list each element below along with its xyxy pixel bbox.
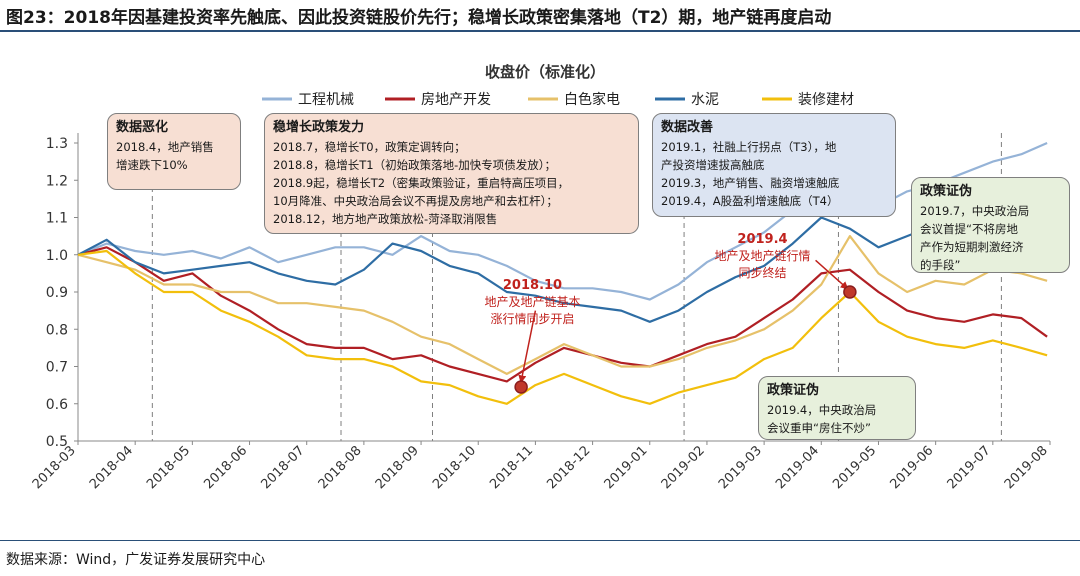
annotation-line: 涨行情同步开启 bbox=[490, 312, 575, 326]
box-data-deteriorate: 数据恶化 2018.4，地产销售 增速跌下10% bbox=[107, 113, 241, 190]
y-tick-label: 1.1 bbox=[46, 211, 68, 227]
box-title: 稳增长政策发力 bbox=[273, 120, 365, 135]
x-tick-label: 2019-04 bbox=[773, 443, 822, 492]
annotation-line: 同步终结 bbox=[738, 266, 787, 280]
y-tick-label: 0.6 bbox=[46, 397, 68, 413]
chart-legend: 工程机械 房地产开发 白色家电 水泥 装修建材 bbox=[262, 91, 854, 108]
box-line: 会议重申“房住不炒” bbox=[767, 421, 871, 435]
box-title: 政策证伪 bbox=[767, 383, 820, 398]
annotation-date: 2018.10 bbox=[502, 278, 563, 293]
box-line: 增速跌下10% bbox=[116, 158, 188, 172]
x-tick-label: 2019-03 bbox=[716, 443, 765, 492]
box-line: 会议首提“不将房地 bbox=[920, 222, 1018, 236]
legend-label: 白色家电 bbox=[564, 91, 620, 108]
box-policy-proof-july: 政策证伪 2019.7，中央政治局 会议首提“不将房地 产作为短期刺激经济 的手段” bbox=[911, 177, 1070, 273]
x-tick-label: 2018-04 bbox=[87, 443, 136, 492]
arrow-layer bbox=[518, 259, 849, 384]
x-tick-label: 2018-12 bbox=[544, 443, 593, 492]
box-line: 2018.7，稳增长T0，政策定调转向； bbox=[273, 140, 466, 154]
x-tick-label: 2018-03 bbox=[30, 443, 79, 492]
box-policy-proof-april: 政策证伪 2019.4，中央政治局 会议重申“房住不炒” bbox=[758, 376, 916, 440]
legend-label: 工程机械 bbox=[298, 92, 354, 108]
bottom-rule bbox=[0, 540, 1080, 541]
annotation-line: 地产及地产链行情 bbox=[714, 249, 811, 263]
y-tick-label: 0.9 bbox=[46, 285, 68, 301]
marker-layer bbox=[514, 285, 857, 394]
x-tick-label: 2018-06 bbox=[201, 443, 250, 492]
annotation-line: 地产及地产链基本 bbox=[484, 295, 581, 309]
y-tick-label: 1.0 bbox=[46, 248, 68, 264]
event-marker bbox=[514, 380, 528, 394]
x-tick-label: 2018-05 bbox=[144, 443, 193, 492]
annotation-date: 2019.4 bbox=[737, 232, 788, 247]
annotation-apr-2019: 2019.4 地产及地产链行情 同步终结 bbox=[690, 231, 835, 282]
y-tick-label: 1.2 bbox=[46, 173, 68, 189]
box-line: 产作为短期刺激经济 bbox=[920, 240, 1024, 254]
box-line: 2019.7，中央政治局 bbox=[920, 204, 1030, 218]
x-tick-label: 2019-08 bbox=[1002, 443, 1051, 492]
figure-title: 图23：2018年因基建投资率先触底、因此投资链股价先行；稳增长政策密集落地（T… bbox=[6, 8, 832, 28]
x-tick-label: 2018-09 bbox=[373, 443, 422, 492]
y-tick-label: 0.8 bbox=[46, 322, 68, 338]
x-tick-label: 2018-08 bbox=[316, 443, 365, 492]
annotation-oct-2018: 2018.10 地产及地产链基本 涨行情同步开启 bbox=[460, 277, 605, 328]
box-title: 数据改善 bbox=[661, 120, 714, 135]
box-line: 2019.4，中央政治局 bbox=[767, 403, 877, 417]
series-line bbox=[77, 235, 1048, 375]
annotation-arrow bbox=[518, 310, 537, 384]
box-line: 10月降准、中央政治局会议不再提及房地产和去杠杆）； bbox=[273, 194, 558, 208]
annotation-arrow bbox=[815, 259, 849, 290]
y-tick-label: 0.5 bbox=[46, 434, 68, 450]
chart-title: 收盘价（标准化） bbox=[485, 63, 605, 81]
box-title: 政策证伪 bbox=[920, 184, 973, 199]
series-line bbox=[77, 216, 1048, 323]
box-line: 产投资增速拔高触底 bbox=[661, 158, 765, 172]
box-line: 的手段” bbox=[920, 258, 961, 272]
legend-label: 房地产开发 bbox=[421, 92, 491, 108]
box-line: 2019.3，地产销售、融资增速触底 bbox=[661, 176, 840, 190]
x-tick-label: 2018-07 bbox=[259, 443, 308, 492]
y-tick-label: 1.3 bbox=[46, 136, 68, 152]
event-marker bbox=[843, 285, 857, 299]
x-tick-label: 2019-07 bbox=[945, 443, 994, 492]
box-line: 2018.4，地产销售 bbox=[116, 140, 214, 154]
x-tick-label: 2019-01 bbox=[602, 443, 651, 492]
box-line: 2019.1，社融上行拐点（T3），地 bbox=[661, 140, 837, 154]
x-tick-label: 2018-11 bbox=[487, 443, 536, 492]
series-line bbox=[77, 246, 1048, 383]
box-line: 2019.4，A股盈利增速触底（T4） bbox=[661, 194, 839, 208]
box-policy-push: 稳增长政策发力 2018.7，稳增长T0，政策定调转向； 2018.8，稳增长T1（… bbox=[264, 113, 639, 234]
legend-label: 装修建材 bbox=[798, 92, 854, 108]
x-tick-label: 2019-06 bbox=[887, 443, 936, 492]
legend-label: 水泥 bbox=[691, 92, 719, 108]
y-tick-label: 0.7 bbox=[46, 360, 68, 376]
box-title: 数据恶化 bbox=[116, 120, 169, 135]
x-tick-label: 2018-10 bbox=[430, 443, 479, 492]
box-line: 2018.12，地方地产政策放松-菏泽取消限售 bbox=[273, 212, 498, 226]
box-data-improve: 数据改善 2019.1，社融上行拐点（T3），地 产投资增速拔高触底 2019.3，地… bbox=[652, 113, 896, 217]
line-chart: 收盘价（标准化） 工程机械 房地产开发 白色家电 水泥 装修建材 0.5 0.6 0.7 0.… bbox=[30, 63, 1051, 492]
title-rule bbox=[0, 30, 1080, 32]
x-tick-label: 2019-05 bbox=[830, 443, 879, 492]
box-line: 2018.9起，稳增长T2（密集政策验证，重启特高压项目， bbox=[273, 176, 570, 190]
x-tick-label: 2019-02 bbox=[659, 443, 708, 492]
source-note: 数据来源：Wind，广发证券发展研究中心 bbox=[6, 552, 266, 568]
box-line: 2018.8，稳增长T1（初始政策落地-加快专项债发放）； bbox=[273, 158, 556, 172]
series-line bbox=[77, 249, 1048, 405]
